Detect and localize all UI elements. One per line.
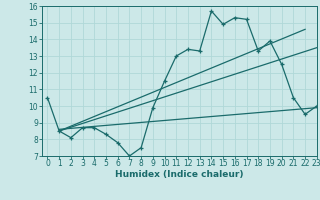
X-axis label: Humidex (Indice chaleur): Humidex (Indice chaleur) [115,170,244,179]
